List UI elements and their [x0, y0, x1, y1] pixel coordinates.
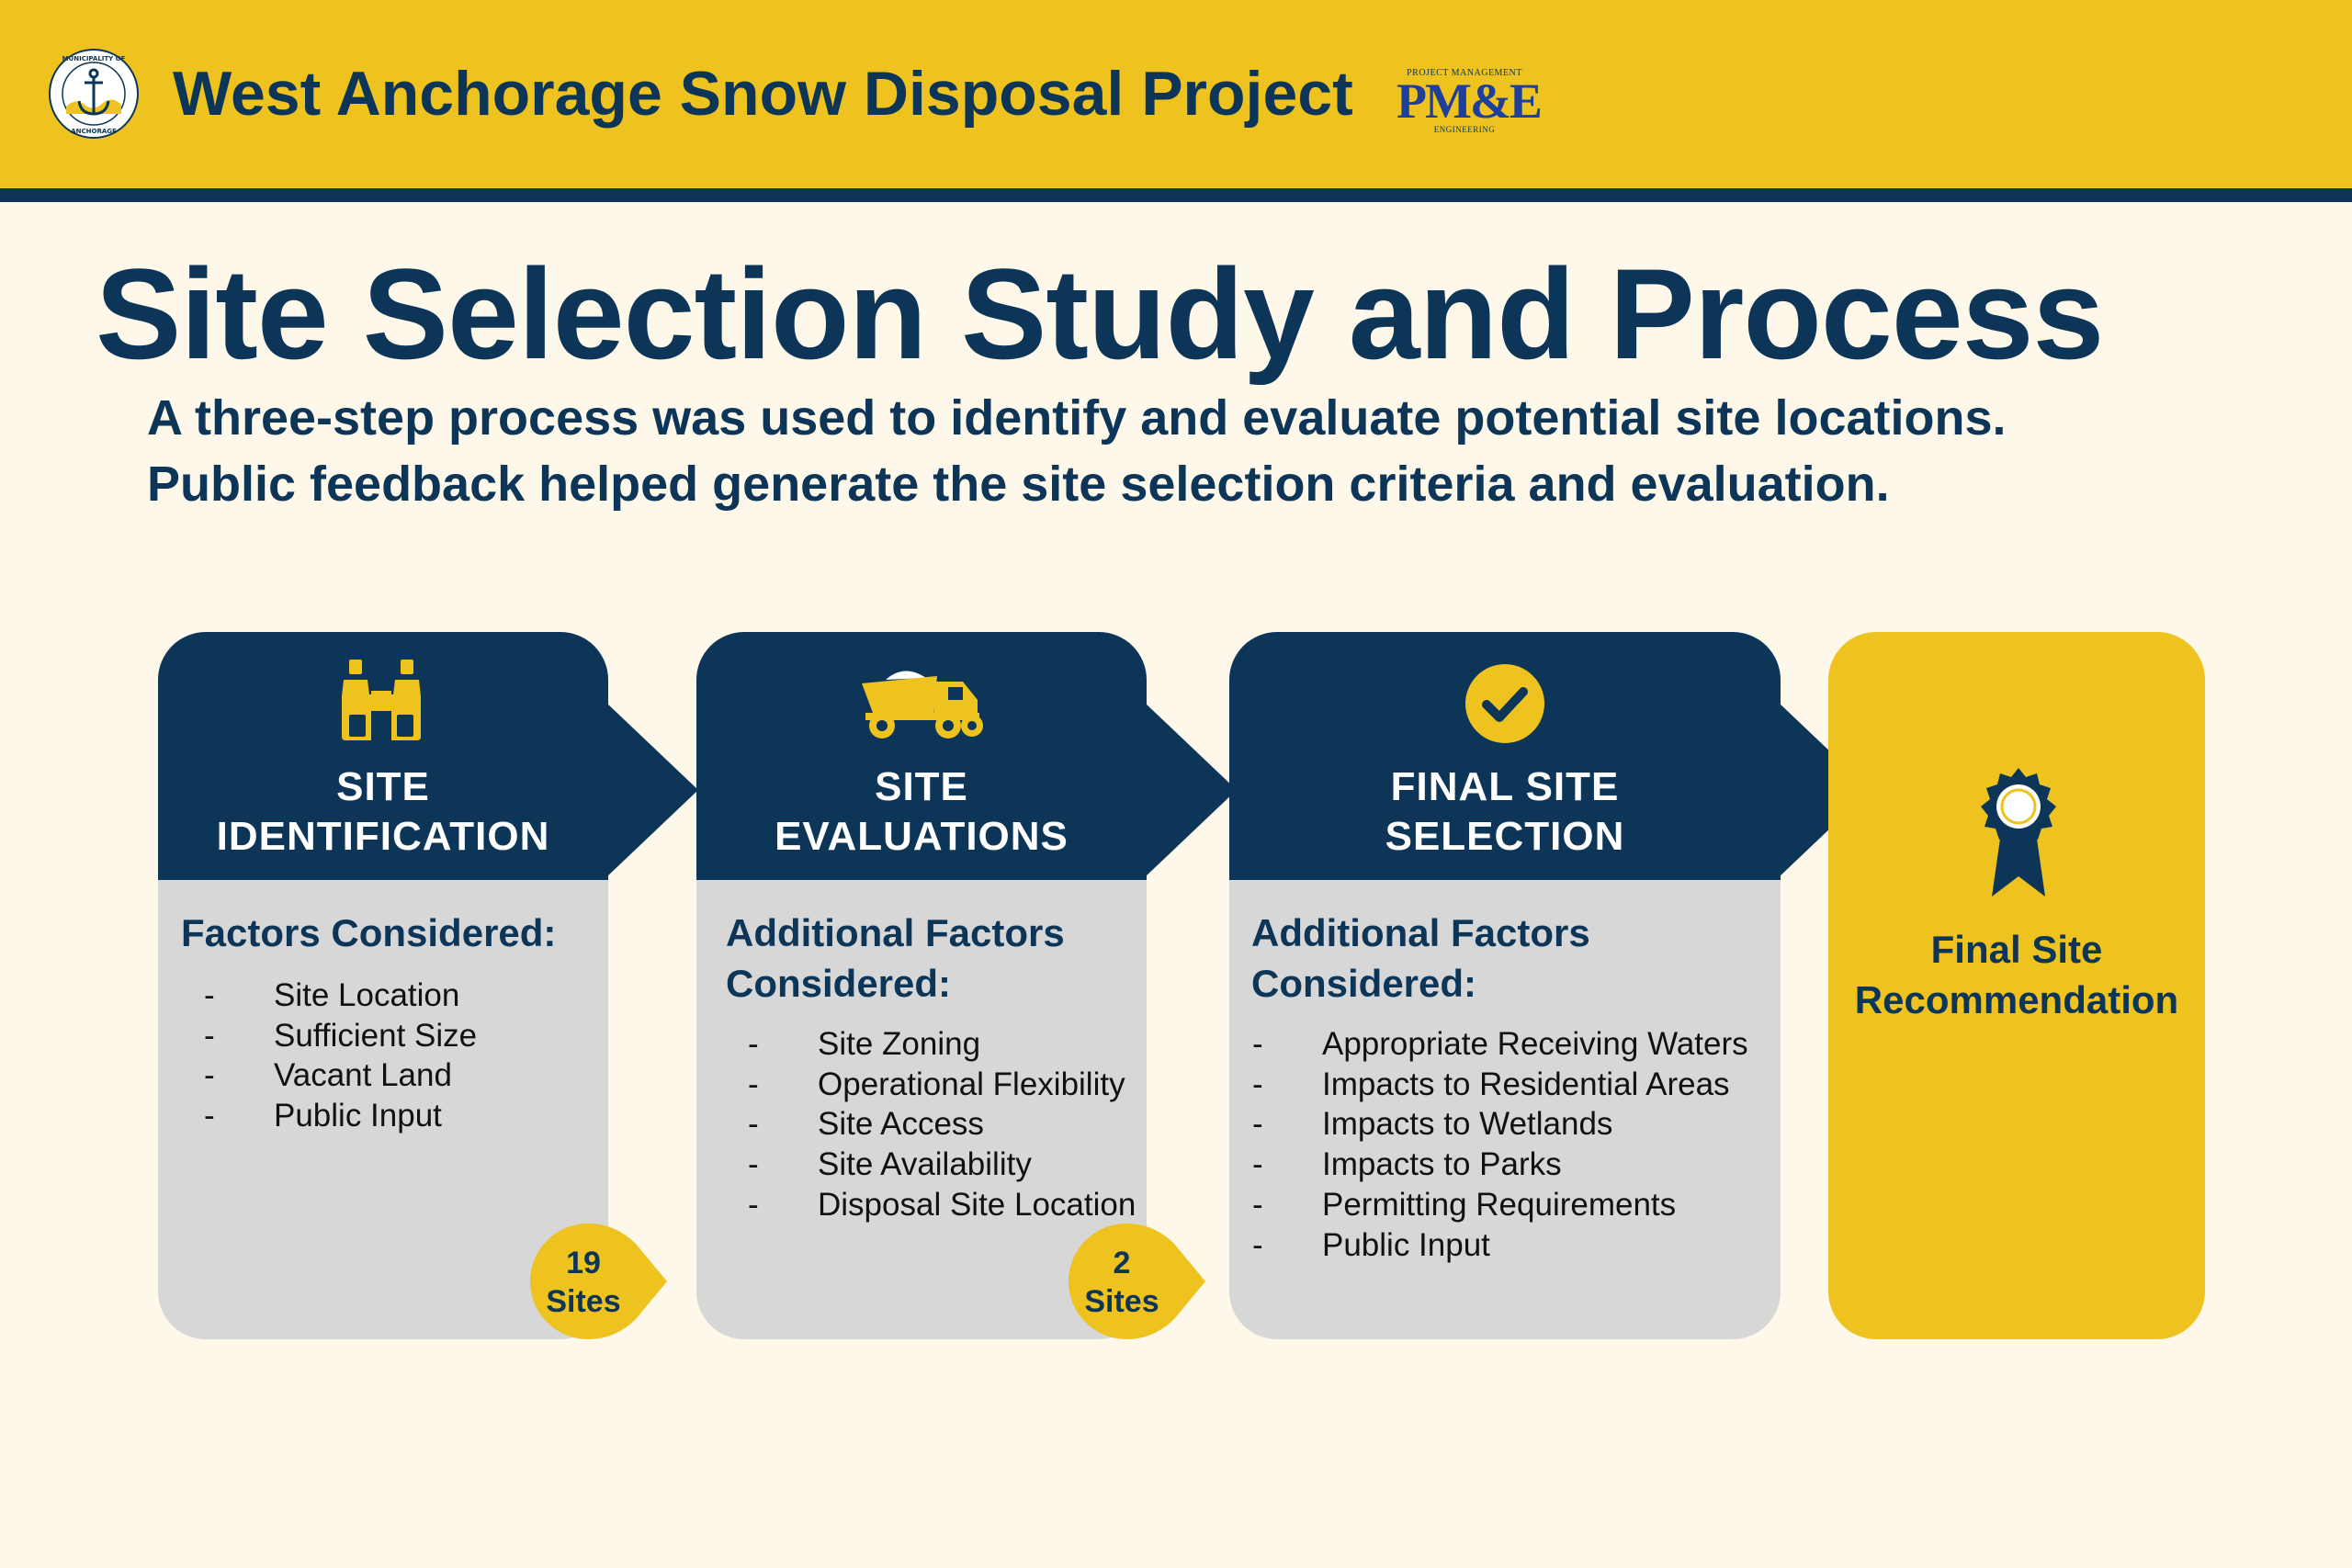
- step-2-title-line-1: SITE: [875, 764, 968, 809]
- seal-bottom-text: ANCHORAGE: [71, 128, 117, 135]
- page-title: Site Selection Study and Process: [96, 242, 2104, 386]
- list-item: Impacts to Parks: [1252, 1145, 1748, 1185]
- list-item: Operational Flexibility: [748, 1065, 1136, 1105]
- step-1-arrow: [606, 703, 698, 877]
- award-ribbon-icon: [1981, 768, 2056, 897]
- list-item: Site Location: [204, 976, 477, 1016]
- step-1-badge-unit: Sites: [546, 1284, 621, 1319]
- pme-logo-bottom-text: ENGINEERING: [1433, 125, 1496, 134]
- step-2-badge-count: 2: [1113, 1246, 1131, 1280]
- step-2-card-header: [696, 632, 1147, 880]
- list-item: Impacts to Wetlands: [1252, 1104, 1748, 1145]
- final-recommendation-label: Final Site Recommendation: [1828, 924, 2205, 1025]
- step-2-site-count-badge: [1069, 1224, 1205, 1339]
- list-item: Appropriate Receiving Waters: [1252, 1024, 1748, 1065]
- step-1-card-header: [158, 632, 608, 880]
- final-label-line-1: Final Site: [1930, 928, 2103, 971]
- pme-logo-top-text: PROJECT MANAGEMENT: [1407, 68, 1522, 78]
- step-2-badge-unit: Sites: [1084, 1284, 1159, 1319]
- step-1-badge-count: 19: [566, 1246, 601, 1280]
- seal-top-text: MUNICIPALITY OF: [62, 55, 126, 62]
- list-item: Public Input: [1252, 1225, 1748, 1266]
- step-2-factors-heading-line-2: Considered:: [726, 962, 952, 1005]
- list-item: Permitting Requirements: [1252, 1185, 1748, 1225]
- step-3-title-line-2: SELECTION: [1385, 814, 1625, 859]
- step-1-title-line-2: IDENTIFICATION: [216, 814, 550, 859]
- step-2-badge-text: 2 Sites: [1062, 1244, 1182, 1321]
- step-1-title-line-1: SITE: [336, 764, 430, 809]
- anchor-icon: [77, 68, 110, 116]
- step-3-title: FINAL SITE SELECTION: [1229, 762, 1781, 862]
- municipality-seal-logo: MUNICIPALITY OF ANCHORAGE: [49, 49, 139, 139]
- list-item: Vacant Land: [204, 1055, 477, 1096]
- final-recommendation-card: [1828, 632, 2205, 1339]
- list-item: Impacts to Residential Areas: [1252, 1065, 1748, 1105]
- checkmark-circle-icon: [1465, 664, 1544, 743]
- pme-logo: PROJECT MANAGEMENT PM&E ENGINEERING: [1396, 68, 1543, 134]
- step-3-title-line-1: FINAL SITE: [1390, 764, 1620, 809]
- step-2-title: SITE EVALUATIONS: [696, 762, 1147, 862]
- step-2-arrow: [1145, 703, 1237, 877]
- binoculars-icon: [342, 660, 421, 740]
- header-bar: [0, 0, 2352, 188]
- list-item: Sufficient Size: [204, 1016, 477, 1056]
- step-3-factors-list: Appropriate Receiving Waters Impacts to …: [1252, 1024, 1748, 1265]
- step-2-factors-heading: Additional Factors Considered:: [726, 908, 1065, 1009]
- project-title: West Anchorage Snow Disposal Project: [173, 59, 1353, 129]
- step-1-site-count-badge: [530, 1224, 667, 1339]
- list-item: Disposal Site Location: [748, 1185, 1136, 1225]
- dump-truck-icon: [862, 671, 983, 739]
- step-3-factors-heading-line-1: Additional Factors: [1251, 911, 1590, 954]
- step-2-factors-list: Site Zoning Operational Flexibility Site…: [748, 1024, 1136, 1225]
- list-item: Site Availability: [748, 1145, 1136, 1185]
- step-2-title-line-2: EVALUATIONS: [775, 814, 1069, 859]
- step-3-factors-heading-line-2: Considered:: [1251, 962, 1477, 1005]
- step-3-factors-heading: Additional Factors Considered:: [1251, 908, 1590, 1009]
- step-1-badge-text: 19 Sites: [524, 1244, 643, 1321]
- step-1-title: SITE IDENTIFICATION: [158, 762, 608, 862]
- step-1-factors-list: Site Location Sufficient Size Vacant Lan…: [204, 976, 477, 1136]
- step-1-factors-heading: Factors Considered:: [181, 911, 557, 954]
- final-label-line-2: Recommendation: [1854, 978, 2179, 1021]
- list-item: Site Zoning: [748, 1024, 1136, 1065]
- subtitle-line-1: A three-step process was used to identif…: [147, 390, 2007, 446]
- list-item: Site Access: [748, 1104, 1136, 1145]
- list-item: Public Input: [204, 1096, 477, 1136]
- header-divider: [0, 188, 2352, 202]
- pme-logo-main-text: PM&E: [1396, 73, 1543, 129]
- subtitle-line-2: Public feedback helped generate the site…: [147, 457, 1890, 512]
- step-2-factors-heading-line-1: Additional Factors: [726, 911, 1065, 954]
